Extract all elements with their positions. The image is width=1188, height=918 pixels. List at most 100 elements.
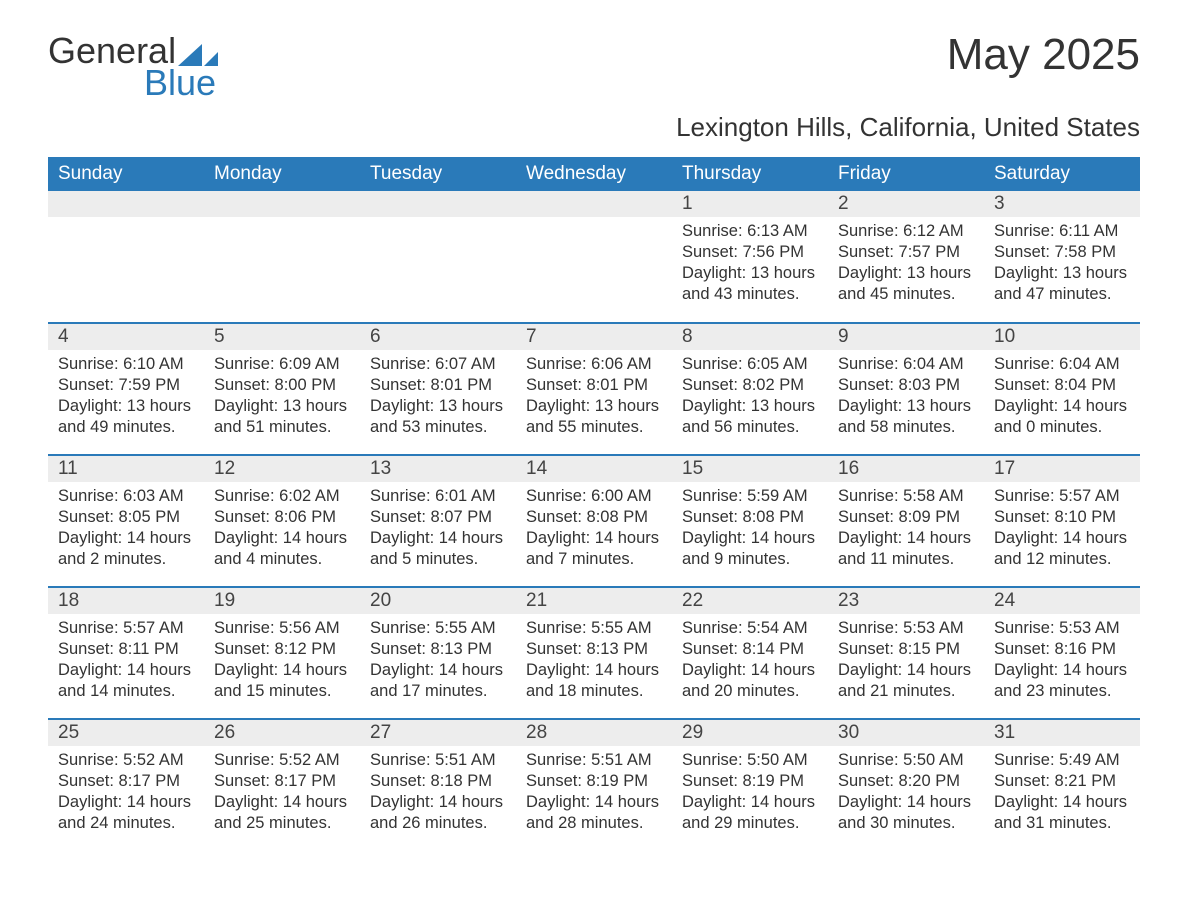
calendar-cell: 30Sunrise: 5:50 AMSunset: 8:20 PMDayligh… xyxy=(828,719,984,851)
day-number: 16 xyxy=(828,456,984,482)
calendar-cell xyxy=(204,191,360,323)
logo: General Blue xyxy=(48,30,218,104)
day-info: Sunrise: 5:52 AMSunset: 8:17 PMDaylight:… xyxy=(48,746,204,834)
calendar-table: SundayMondayTuesdayWednesdayThursdayFrid… xyxy=(48,157,1140,851)
day-info: Sunrise: 5:54 AMSunset: 8:14 PMDaylight:… xyxy=(672,614,828,702)
day-info: Sunrise: 6:06 AMSunset: 8:01 PMDaylight:… xyxy=(516,350,672,438)
sunrise-line: Sunrise: 6:03 AM xyxy=(58,486,194,507)
daylight-line: Daylight: 14 hours and 9 minutes. xyxy=(682,528,818,570)
sunrise-line: Sunrise: 6:13 AM xyxy=(682,221,818,242)
day-number: 26 xyxy=(204,720,360,746)
day-number: 11 xyxy=(48,456,204,482)
sunrise-line: Sunrise: 5:52 AM xyxy=(214,750,350,771)
day-number: 13 xyxy=(360,456,516,482)
sunrise-line: Sunrise: 6:04 AM xyxy=(994,354,1130,375)
sunrise-line: Sunrise: 6:06 AM xyxy=(526,354,662,375)
calendar-cell: 25Sunrise: 5:52 AMSunset: 8:17 PMDayligh… xyxy=(48,719,204,851)
header-row: SundayMondayTuesdayWednesdayThursdayFrid… xyxy=(48,157,1140,191)
calendar-cell: 5Sunrise: 6:09 AMSunset: 8:00 PMDaylight… xyxy=(204,323,360,455)
calendar-cell xyxy=(360,191,516,323)
day-number: 8 xyxy=(672,324,828,350)
sunset-line: Sunset: 8:14 PM xyxy=(682,639,818,660)
day-info: Sunrise: 5:57 AMSunset: 8:11 PMDaylight:… xyxy=(48,614,204,702)
sunset-line: Sunset: 7:56 PM xyxy=(682,242,818,263)
daylight-line: Daylight: 14 hours and 23 minutes. xyxy=(994,660,1130,702)
day-number: 17 xyxy=(984,456,1140,482)
day-number: 3 xyxy=(984,191,1140,217)
day-info: Sunrise: 6:07 AMSunset: 8:01 PMDaylight:… xyxy=(360,350,516,438)
sunrise-line: Sunrise: 6:05 AM xyxy=(682,354,818,375)
daylight-line: Daylight: 13 hours and 58 minutes. xyxy=(838,396,974,438)
calendar-week: 4Sunrise: 6:10 AMSunset: 7:59 PMDaylight… xyxy=(48,323,1140,455)
sunrise-line: Sunrise: 6:04 AM xyxy=(838,354,974,375)
sunset-line: Sunset: 8:10 PM xyxy=(994,507,1130,528)
day-info: Sunrise: 5:55 AMSunset: 8:13 PMDaylight:… xyxy=(360,614,516,702)
sunset-line: Sunset: 8:16 PM xyxy=(994,639,1130,660)
calendar-cell: 20Sunrise: 5:55 AMSunset: 8:13 PMDayligh… xyxy=(360,587,516,719)
day-info: Sunrise: 5:53 AMSunset: 8:16 PMDaylight:… xyxy=(984,614,1140,702)
daylight-line: Daylight: 14 hours and 29 minutes. xyxy=(682,792,818,834)
calendar-cell: 18Sunrise: 5:57 AMSunset: 8:11 PMDayligh… xyxy=(48,587,204,719)
day-info: Sunrise: 6:13 AMSunset: 7:56 PMDaylight:… xyxy=(672,217,828,305)
sunset-line: Sunset: 7:59 PM xyxy=(58,375,194,396)
sunrise-line: Sunrise: 6:01 AM xyxy=(370,486,506,507)
sunset-line: Sunset: 7:58 PM xyxy=(994,242,1130,263)
calendar-cell: 24Sunrise: 5:53 AMSunset: 8:16 PMDayligh… xyxy=(984,587,1140,719)
day-header: Tuesday xyxy=(360,157,516,191)
daylight-line: Daylight: 14 hours and 12 minutes. xyxy=(994,528,1130,570)
day-number: 24 xyxy=(984,588,1140,614)
day-info: Sunrise: 6:11 AMSunset: 7:58 PMDaylight:… xyxy=(984,217,1140,305)
sunrise-line: Sunrise: 6:07 AM xyxy=(370,354,506,375)
day-number-empty xyxy=(360,191,516,217)
day-number: 12 xyxy=(204,456,360,482)
sunrise-line: Sunrise: 5:57 AM xyxy=(994,486,1130,507)
day-number: 7 xyxy=(516,324,672,350)
day-info: Sunrise: 5:53 AMSunset: 8:15 PMDaylight:… xyxy=(828,614,984,702)
sunrise-line: Sunrise: 6:02 AM xyxy=(214,486,350,507)
daylight-line: Daylight: 13 hours and 56 minutes. xyxy=(682,396,818,438)
day-number: 31 xyxy=(984,720,1140,746)
sunset-line: Sunset: 8:04 PM xyxy=(994,375,1130,396)
calendar-cell: 31Sunrise: 5:49 AMSunset: 8:21 PMDayligh… xyxy=(984,719,1140,851)
sunset-line: Sunset: 8:21 PM xyxy=(994,771,1130,792)
day-number: 9 xyxy=(828,324,984,350)
sunset-line: Sunset: 8:20 PM xyxy=(838,771,974,792)
day-header: Saturday xyxy=(984,157,1140,191)
day-info: Sunrise: 5:50 AMSunset: 8:19 PMDaylight:… xyxy=(672,746,828,834)
daylight-line: Daylight: 13 hours and 47 minutes. xyxy=(994,263,1130,305)
day-number: 1 xyxy=(672,191,828,217)
daylight-line: Daylight: 14 hours and 20 minutes. xyxy=(682,660,818,702)
sunset-line: Sunset: 8:07 PM xyxy=(370,507,506,528)
calendar-cell: 1Sunrise: 6:13 AMSunset: 7:56 PMDaylight… xyxy=(672,191,828,323)
sunset-line: Sunset: 8:08 PM xyxy=(526,507,662,528)
day-number: 28 xyxy=(516,720,672,746)
day-number: 21 xyxy=(516,588,672,614)
day-info: Sunrise: 5:59 AMSunset: 8:08 PMDaylight:… xyxy=(672,482,828,570)
daylight-line: Daylight: 13 hours and 45 minutes. xyxy=(838,263,974,305)
sunrise-line: Sunrise: 5:50 AM xyxy=(682,750,818,771)
page-title: May 2025 xyxy=(947,30,1140,80)
sunrise-line: Sunrise: 6:00 AM xyxy=(526,486,662,507)
sunrise-line: Sunrise: 5:50 AM xyxy=(838,750,974,771)
day-info: Sunrise: 5:51 AMSunset: 8:19 PMDaylight:… xyxy=(516,746,672,834)
day-info: Sunrise: 6:02 AMSunset: 8:06 PMDaylight:… xyxy=(204,482,360,570)
sunrise-line: Sunrise: 5:51 AM xyxy=(370,750,506,771)
day-info: Sunrise: 5:56 AMSunset: 8:12 PMDaylight:… xyxy=(204,614,360,702)
daylight-line: Daylight: 14 hours and 17 minutes. xyxy=(370,660,506,702)
calendar-cell: 22Sunrise: 5:54 AMSunset: 8:14 PMDayligh… xyxy=(672,587,828,719)
calendar-cell: 11Sunrise: 6:03 AMSunset: 8:05 PMDayligh… xyxy=(48,455,204,587)
day-info: Sunrise: 6:09 AMSunset: 8:00 PMDaylight:… xyxy=(204,350,360,438)
day-info: Sunrise: 5:51 AMSunset: 8:18 PMDaylight:… xyxy=(360,746,516,834)
sunrise-line: Sunrise: 5:58 AM xyxy=(838,486,974,507)
daylight-line: Daylight: 14 hours and 4 minutes. xyxy=(214,528,350,570)
calendar-cell: 29Sunrise: 5:50 AMSunset: 8:19 PMDayligh… xyxy=(672,719,828,851)
daylight-line: Daylight: 14 hours and 31 minutes. xyxy=(994,792,1130,834)
day-info: Sunrise: 5:57 AMSunset: 8:10 PMDaylight:… xyxy=(984,482,1140,570)
daylight-line: Daylight: 14 hours and 28 minutes. xyxy=(526,792,662,834)
sunrise-line: Sunrise: 5:59 AM xyxy=(682,486,818,507)
daylight-line: Daylight: 14 hours and 25 minutes. xyxy=(214,792,350,834)
sunrise-line: Sunrise: 5:55 AM xyxy=(526,618,662,639)
day-number: 6 xyxy=(360,324,516,350)
sunset-line: Sunset: 8:01 PM xyxy=(526,375,662,396)
sunset-line: Sunset: 8:00 PM xyxy=(214,375,350,396)
